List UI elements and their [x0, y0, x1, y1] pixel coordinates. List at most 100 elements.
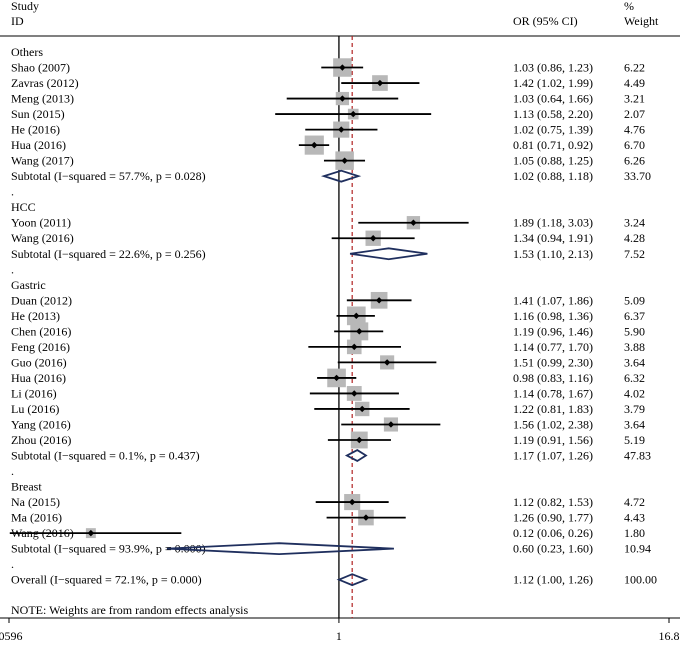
- study-row: Li (2016) 1.14 (0.78, 1.67) 4.02: [11, 386, 645, 401]
- ci-text: 1.14 (0.78, 1.67): [513, 386, 593, 400]
- study-row: Shao (2007) 1.03 (0.86, 1.23) 6.22: [11, 58, 645, 77]
- study-label: Chen (2016): [11, 324, 71, 338]
- ci-text: 0.98 (0.83, 1.16): [513, 371, 593, 385]
- dot-row: .: [11, 262, 14, 276]
- overall-row: Overall (I−squared = 72.1%, p = 0.000) 1.…: [11, 573, 657, 587]
- group-label: Breast: [11, 480, 42, 494]
- weight-text: 3.24: [624, 216, 645, 230]
- separator-dot: .: [11, 185, 14, 199]
- ci-text: 1.89 (1.18, 3.03): [513, 216, 593, 230]
- ci-text: 1.19 (0.91, 1.56): [513, 433, 593, 447]
- weight-text: 33.70: [624, 169, 651, 183]
- point-estimate: [356, 328, 363, 335]
- study-label: Guo (2016): [11, 355, 67, 369]
- group-row: HCC: [11, 200, 36, 214]
- ci-text: 1.19 (0.96, 1.46): [513, 324, 593, 338]
- study-label: Zhou (2016): [11, 433, 71, 447]
- study-row: Hua (2016) 0.81 (0.71, 0.92) 6.70: [11, 135, 645, 155]
- footnote: NOTE: Weights are from random effects an…: [11, 603, 249, 617]
- study-row: Feng (2016) 1.14 (0.77, 1.70) 3.88: [11, 339, 645, 355]
- study-label: Hua (2016): [11, 371, 66, 385]
- weight-text: 3.64: [624, 417, 645, 431]
- study-row: He (2016) 1.02 (0.75, 1.39) 4.76: [11, 121, 645, 138]
- subtotal-row: Subtotal (I−squared = 57.7%, p = 0.028) 1…: [11, 169, 651, 183]
- study-label: Shao (2007): [11, 61, 70, 75]
- study-label: Wang (2017): [11, 154, 74, 168]
- ci-text: 1.56 (1.02, 2.38): [513, 417, 593, 431]
- ci-text: 1.05 (0.88, 1.25): [513, 154, 593, 168]
- ci-text: 1.42 (1.02, 1.99): [513, 76, 593, 90]
- study-label: Ma (2016): [11, 511, 62, 525]
- subtotal-diamond: [166, 542, 394, 556]
- study-row: Wang (2016) 1.34 (0.94, 1.91) 4.28: [11, 230, 645, 246]
- point-estimate: [383, 359, 391, 366]
- weight-text: 4.49: [624, 76, 645, 90]
- subtotal-label: Subtotal (I−squared = 22.6%, p = 0.256): [11, 247, 206, 261]
- weight-text: 3.21: [624, 92, 645, 106]
- ci-text: 1.02 (0.75, 1.39): [513, 123, 593, 137]
- point-estimate: [311, 141, 318, 149]
- weight-text: 10.94: [624, 542, 651, 556]
- study-row: Sun (2015) 1.13 (0.58, 2.20) 2.07: [11, 107, 645, 121]
- study-row: Wang (2017) 1.05 (0.88, 1.25) 6.26: [11, 151, 645, 170]
- point-estimate: [376, 79, 384, 87]
- weight-text: 4.43: [624, 511, 645, 525]
- ci-text: 1.17 (1.07, 1.26): [513, 449, 593, 463]
- study-label: Na (2015): [11, 495, 60, 509]
- weight-text: 3.79: [624, 402, 645, 416]
- dot-row: .: [11, 464, 14, 478]
- weight-text: 3.88: [624, 340, 645, 354]
- point-estimate: [333, 374, 340, 382]
- ci-text: 1.12 (1.00, 1.26): [513, 573, 593, 587]
- point-estimate: [387, 421, 395, 428]
- study-row: Na (2015) 1.12 (0.82, 1.53) 4.72: [11, 494, 645, 511]
- point-estimate: [369, 235, 377, 242]
- ci-text: 1.13 (0.58, 2.20): [513, 107, 593, 121]
- ci-text: 1.26 (0.90, 1.77): [513, 511, 593, 525]
- subtotal-label: Subtotal (I−squared = 57.7%, p = 0.028): [11, 169, 206, 183]
- point-estimate: [410, 219, 417, 226]
- study-label: Duan (2012): [11, 293, 72, 307]
- study-label: Lu (2016): [11, 402, 59, 416]
- ci-text: 1.12 (0.82, 1.53): [513, 495, 593, 509]
- weight-text: 100.00: [624, 573, 657, 587]
- point-estimate: [348, 498, 356, 506]
- weight-text: 47.83: [624, 449, 651, 463]
- separator-dot: .: [11, 464, 14, 478]
- study-row: Meng (2013) 1.03 (0.64, 1.66) 3.21: [11, 92, 645, 106]
- point-estimate: [351, 390, 358, 397]
- ci-text: 1.53 (1.10, 2.13): [513, 247, 593, 261]
- header-weight: Weight: [624, 14, 659, 28]
- point-estimate: [351, 343, 358, 351]
- study-row: Hua (2016) 0.98 (0.83, 1.16) 6.32: [11, 368, 645, 388]
- point-estimate: [353, 312, 360, 320]
- study-row: Yoon (2011) 1.89 (1.18, 3.03) 3.24: [11, 216, 645, 230]
- study-label: Hua (2016): [11, 138, 66, 152]
- study-row: Zhou (2016) 1.19 (0.91, 1.56) 5.19: [11, 431, 645, 449]
- study-row: He (2013) 1.16 (0.98, 1.36) 6.37: [11, 306, 645, 326]
- weight-text: 1.80: [624, 526, 645, 540]
- point-estimate: [362, 514, 370, 521]
- group-label: Gastric: [11, 278, 46, 292]
- header-id: ID: [11, 14, 24, 28]
- subtotal-diamond: [349, 247, 428, 261]
- study-label: He (2013): [11, 309, 60, 323]
- header-percent: %: [624, 0, 634, 13]
- point-estimate: [350, 110, 357, 118]
- x-tick-label: 16.8: [659, 629, 680, 643]
- ci-text: 0.60 (0.23, 1.60): [513, 542, 593, 556]
- study-label: Wang (2016): [11, 231, 74, 245]
- ci-text: 1.16 (0.98, 1.36): [513, 309, 593, 323]
- separator-dot: .: [11, 262, 14, 276]
- study-label: Zavras (2012): [11, 76, 79, 90]
- point-estimate: [375, 297, 383, 304]
- weight-text: 2.07: [624, 107, 645, 121]
- dot-row: .: [11, 185, 14, 199]
- point-estimate: [358, 405, 366, 413]
- ci-text: 1.41 (1.07, 1.86): [513, 293, 593, 307]
- ci-text: 0.81 (0.71, 0.92): [513, 138, 593, 152]
- weight-text: 6.32: [624, 371, 645, 385]
- ci-text: 1.22 (0.81, 1.83): [513, 402, 593, 416]
- subtotal-label: Subtotal (I−squared = 93.9%, p = 0.000): [11, 542, 206, 556]
